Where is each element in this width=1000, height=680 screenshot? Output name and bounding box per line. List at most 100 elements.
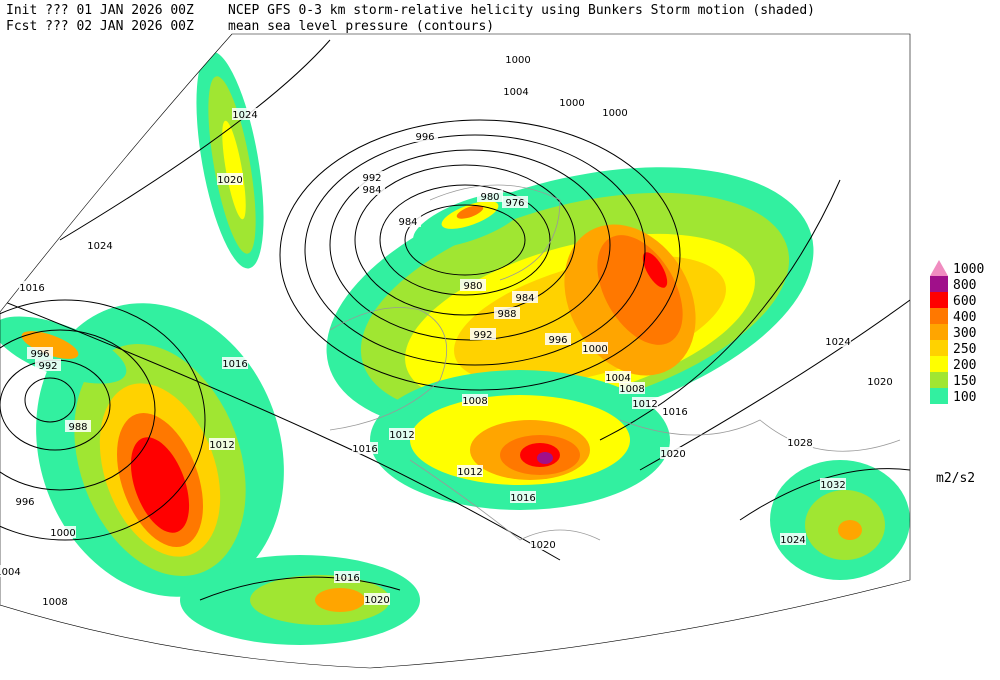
isobar-label-bg xyxy=(825,335,851,347)
isobar-label: 1020 xyxy=(530,540,555,551)
isobar-label-bg xyxy=(35,359,61,371)
helicity-field xyxy=(0,51,910,645)
isobar-label: 1000 xyxy=(559,98,584,109)
isobar-label: 984 xyxy=(398,217,417,228)
legend-swatch xyxy=(930,260,948,276)
isobar-label: 1020 xyxy=(364,595,389,606)
isobar-label: 988 xyxy=(68,422,87,433)
isobar-label: 1000 xyxy=(50,528,75,539)
legend-swatch xyxy=(930,308,948,324)
legend-label: 800 xyxy=(953,278,976,293)
legend-label: 150 xyxy=(953,374,976,389)
isobar-label-bg xyxy=(494,307,520,319)
isobar-label: 984 xyxy=(515,293,534,304)
isobar-label: 980 xyxy=(480,192,499,203)
isobar-label: 1016 xyxy=(352,444,377,455)
isobar-label: 1000 xyxy=(602,108,627,119)
isobar-label-bg xyxy=(389,428,415,440)
isobar-label-bg xyxy=(510,491,536,503)
isobar-label-bg xyxy=(334,571,360,583)
isobar-label: 996 xyxy=(415,132,434,143)
isobar-label-bg xyxy=(352,442,378,454)
isobar-label-bg xyxy=(512,291,538,303)
isobar-label-bg xyxy=(619,382,645,394)
isobar-label-bg xyxy=(87,239,113,251)
isobar-label: 984 xyxy=(362,185,381,196)
legend-label: 100 xyxy=(953,390,976,405)
isobar-label-bg xyxy=(780,533,806,545)
isobar-label-bg xyxy=(222,357,248,369)
isobar-label-bg xyxy=(545,333,571,345)
isobar-label-bg xyxy=(359,171,385,183)
shaded-area xyxy=(222,120,246,220)
isobar-label-bg xyxy=(359,183,385,195)
isobar-label: 992 xyxy=(362,173,381,184)
legend-swatch xyxy=(930,388,948,404)
shaded-area xyxy=(456,205,484,219)
isobar-label: 1012 xyxy=(632,399,657,410)
isobar-label-bg xyxy=(50,526,76,538)
isobar-label-bg xyxy=(582,342,608,354)
isobar-label: 980 xyxy=(463,281,482,292)
isobar-label-bg xyxy=(502,196,528,208)
isobar-label-bg xyxy=(65,420,91,432)
legend-swatch xyxy=(930,372,948,388)
isobar-label: 992 xyxy=(473,330,492,341)
isobar-label: 1032 xyxy=(820,480,845,491)
isobar-label-bg xyxy=(19,281,45,293)
init-line: Init ??? 01 JAN 2026 00Z xyxy=(6,3,194,18)
legend-swatch xyxy=(930,276,948,292)
isobar-label-bg xyxy=(660,447,686,459)
isobar-label: 1004 xyxy=(503,87,528,98)
legend-label: 600 xyxy=(953,294,976,309)
shaded-area xyxy=(21,331,79,359)
legend-swatch xyxy=(930,324,948,340)
isobar-label: 1024 xyxy=(780,535,805,546)
legend-label: 200 xyxy=(953,358,976,373)
isobar-label: 1012 xyxy=(389,430,414,441)
isobar-label-bg xyxy=(787,436,813,448)
isobar-label: 1016 xyxy=(222,359,247,370)
isobar-label: 976 xyxy=(505,198,524,209)
legend-swatch xyxy=(930,356,948,372)
subtitle: mean sea level pressure (contours) xyxy=(228,19,494,34)
legend-label: 1000 xyxy=(953,262,984,277)
fcst-line: Fcst ??? 02 JAN 2026 00Z xyxy=(6,19,194,34)
isobar-label: 1004 xyxy=(0,567,21,578)
isobar-label: 1016 xyxy=(662,407,687,418)
isobar-label: 1000 xyxy=(505,55,530,66)
isobar-label-bg xyxy=(867,375,893,387)
isobar-label-bg xyxy=(412,130,438,142)
isobar-label: 1016 xyxy=(510,493,535,504)
isobar-label-bg xyxy=(42,595,68,607)
isobar-label-bg xyxy=(12,495,38,507)
isobar-label-bg xyxy=(602,106,628,118)
isobar-label-bg xyxy=(27,347,53,359)
isobar-label: 1024 xyxy=(87,241,112,252)
isobar-label-bg xyxy=(632,397,658,409)
shaded-area xyxy=(315,588,365,612)
isobar-label: 1020 xyxy=(660,449,685,460)
isobar-label: 1000 xyxy=(582,344,607,355)
isobar-label-bg xyxy=(820,478,846,490)
isobar-label-bg xyxy=(462,394,488,406)
shaded-area xyxy=(838,520,862,540)
isobar-label: 1024 xyxy=(825,337,850,348)
domain-border xyxy=(0,33,911,669)
isobar-label: 1004 xyxy=(605,373,630,384)
shaded-area xyxy=(130,437,190,533)
legend-swatch xyxy=(930,340,948,356)
isobar-label-bg xyxy=(505,53,531,65)
isobar-label: 1012 xyxy=(209,440,234,451)
isobar-label: 1028 xyxy=(787,438,812,449)
isobar-label-bg xyxy=(477,190,503,202)
isobar-label-bg xyxy=(209,438,235,450)
shaded-area xyxy=(537,452,553,464)
isobar-label-bg xyxy=(530,538,556,550)
isobar-label-bg xyxy=(457,465,483,477)
shaded-area xyxy=(642,252,668,288)
legend-label: 300 xyxy=(953,326,976,341)
isobar-label: 996 xyxy=(30,349,49,360)
isobar-label: 1020 xyxy=(217,175,242,186)
